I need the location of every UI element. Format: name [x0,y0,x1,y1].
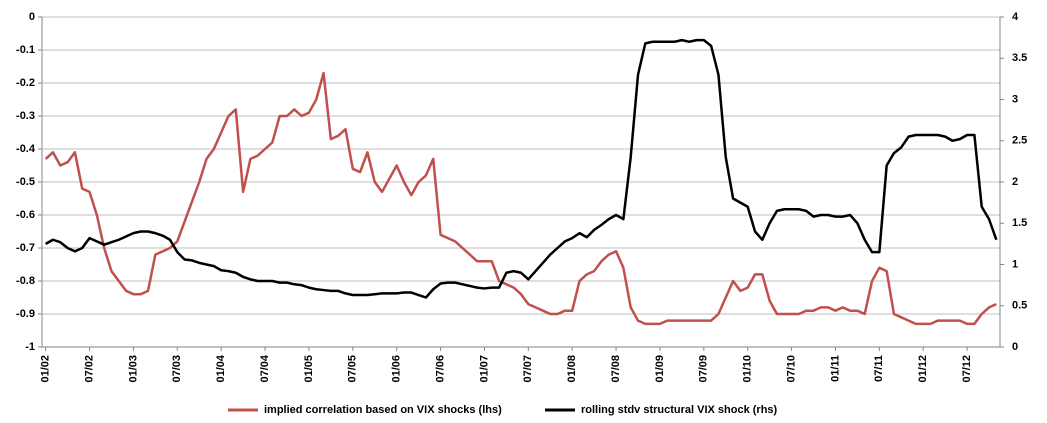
x-tick-label: 01/10 [742,355,754,383]
x-tick-label: 01/04 [215,354,227,382]
x-tick-label: 01/03 [127,355,139,383]
x-tick-label: 07/10 [785,355,797,383]
x-tick-label: 01/08 [566,355,578,383]
y2-tick-label: 2 [1012,176,1018,188]
y-tick-label: -1 [25,341,35,353]
x-tick-label: 07/05 [347,355,359,383]
series-line [44,71,997,326]
x-tick-label: 07/12 [961,355,973,383]
x-tick-label: 01/11 [829,355,841,382]
y-tick-label: -0.6 [16,209,35,221]
y2-tick-label: 4 [1012,11,1019,23]
y2-tick-label: 0 [1012,341,1018,353]
x-tick-label: 01/02 [40,355,52,383]
y-tick-label: 0 [29,11,35,23]
y-tick-label: -0.1 [16,44,35,56]
x-tick-label: 07/06 [434,355,446,383]
y2-tick-label: 0.5 [1012,300,1027,312]
y2-tick-label: 1 [1012,258,1018,270]
x-tick-label: 01/06 [391,355,403,383]
y2-tick-label: 1.5 [1012,217,1027,229]
y-tick-label: -0.8 [16,275,35,287]
x-tick-label: 07/08 [610,355,622,383]
y-tick-label: -0.3 [16,110,35,122]
x-tick-label: 07/03 [171,355,183,383]
y-tick-label: -0.2 [16,77,35,89]
x-tick-label: 01/05 [303,355,315,383]
x-tick-label: 07/11 [873,355,885,382]
y-tick-label: -0.4 [16,143,36,155]
x-tick-label: 07/02 [83,355,95,383]
series-line [45,38,998,299]
y2-tick-label: 3.5 [1012,52,1027,64]
y2-tick-label: 2.5 [1012,135,1027,147]
x-tick-label: 07/04 [259,354,271,382]
legend-label: rolling stdv structural VIX shock (rhs) [581,404,778,416]
legend-label: implied correlation based on VIX shocks … [264,404,502,416]
y-tick-label: -0.9 [16,308,35,320]
x-tick-label: 07/09 [698,355,710,383]
y-tick-label: -0.7 [16,242,35,254]
x-tick-label: 01/12 [917,355,929,383]
y-tick-label: -0.5 [16,176,35,188]
x-tick-label: 07/07 [522,355,534,383]
x-tick-label: 01/07 [478,355,490,383]
y2-tick-label: 3 [1012,93,1018,105]
x-tick-label: 01/09 [654,355,666,383]
